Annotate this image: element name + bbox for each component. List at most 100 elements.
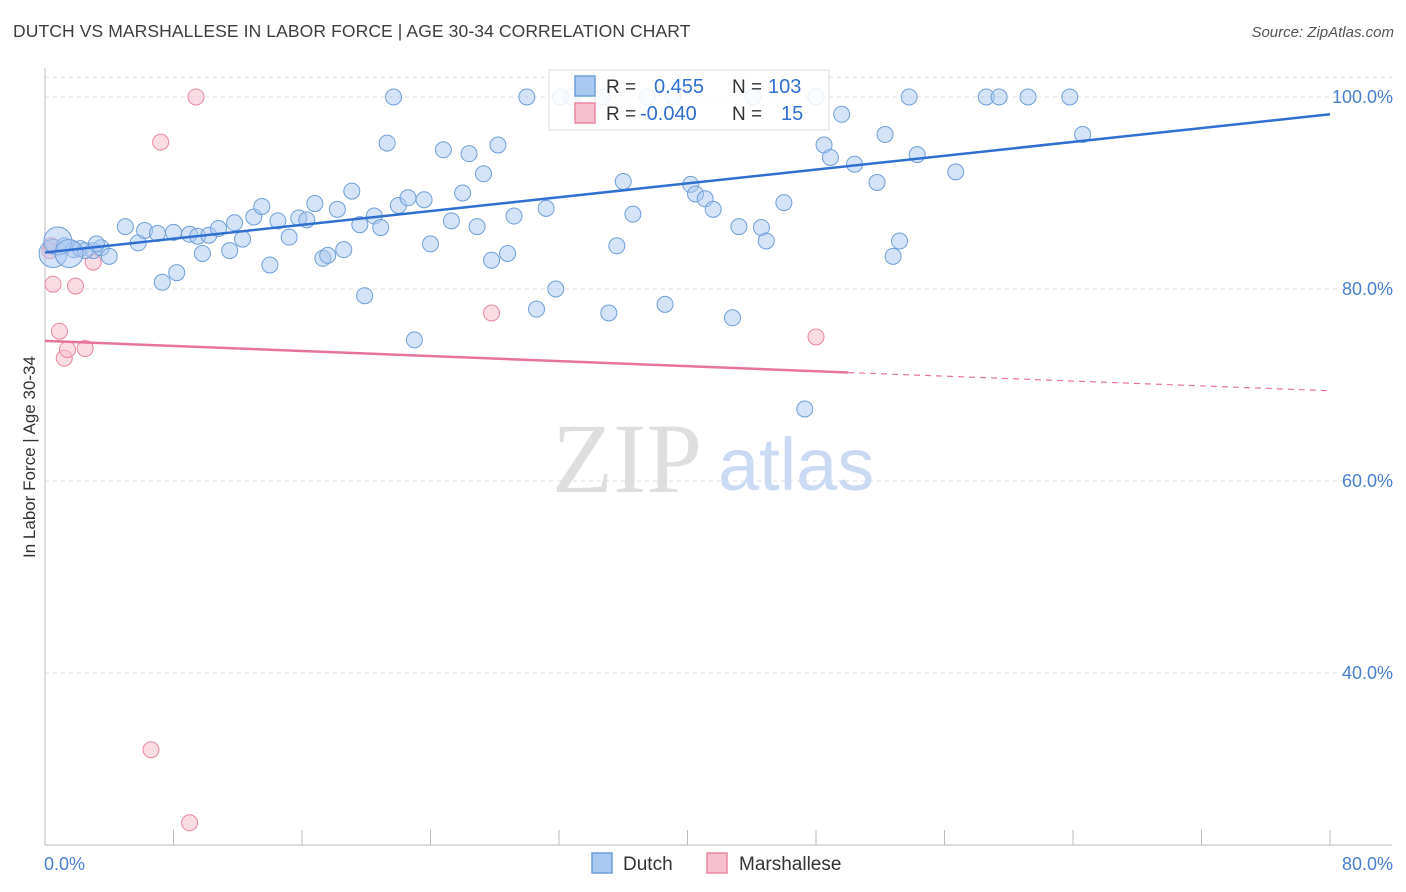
stats-marshallese-swatch: [574, 102, 596, 124]
dutch-point: [528, 300, 546, 318]
y-axis-title: In Labor Force | Age 30-34: [20, 356, 39, 558]
dutch-point: [537, 199, 555, 217]
dutch-point: [405, 331, 423, 349]
dutch-point: [54, 238, 84, 268]
chart-title: DUTCH VS MARSHALLESE IN LABOR FORCE | AG…: [13, 21, 691, 41]
dutch-point: [468, 218, 486, 236]
dutch-point: [378, 134, 396, 152]
trend-lines: [44, 113, 1331, 392]
dutch-point: [947, 163, 965, 181]
legend-dutch-swatch: [591, 852, 613, 874]
dutch-point: [891, 232, 909, 250]
dutch-point: [483, 251, 501, 269]
dutch-trend-line: [44, 113, 1331, 254]
legend-marshallese-label: Marshallese: [739, 854, 841, 875]
dutch-point: [460, 145, 478, 163]
dutch-point: [168, 264, 186, 282]
dutch-point: [1019, 88, 1037, 106]
dutch-point: [422, 235, 439, 253]
dutch-point: [193, 244, 211, 262]
dutch-point: [356, 287, 374, 305]
dutch-point: [990, 88, 1008, 106]
marshallese-point: [483, 304, 501, 322]
watermark-atlas: atlas: [718, 423, 874, 506]
dutch-point: [723, 309, 741, 327]
dutch-point: [454, 184, 472, 202]
dutch-point: [900, 88, 918, 106]
dutch-point: [87, 235, 105, 253]
marshallese-point: [181, 814, 199, 832]
dutch-point: [253, 197, 271, 215]
dutch-point: [221, 242, 239, 260]
dutch-point: [351, 216, 369, 234]
dutch-point: [153, 273, 171, 291]
marshallese-point: [152, 133, 170, 151]
dutch-point: [261, 256, 279, 274]
dutch-point: [234, 230, 252, 248]
x-tick-label: 80.0%: [1342, 854, 1393, 874]
dutch-point: [399, 189, 417, 207]
watermark: ZIP atlas: [552, 403, 874, 514]
dutch-point: [372, 219, 390, 237]
stats-dutch-swatch: [574, 75, 596, 97]
dutch-point: [499, 244, 517, 262]
dutch-point: [100, 247, 118, 265]
stats-box: R = 0.455 N = 103 R = -0.040 N = 15: [548, 69, 830, 131]
stats-marshallese-n-value: 15: [781, 103, 803, 125]
marshallese-point: [142, 741, 160, 759]
marshallese-point: [67, 277, 85, 295]
marshallese-trend-line: [44, 339, 849, 374]
legend-marshallese-swatch: [706, 852, 728, 874]
axes: [44, 68, 1392, 846]
dutch-point: [757, 232, 775, 250]
dutch-point: [730, 218, 748, 236]
dutch-point: [624, 205, 642, 223]
dutch-point: [269, 212, 287, 230]
dutch-point: [775, 194, 793, 212]
stats-marshallese-n-label: N =: [732, 104, 762, 125]
dutch-point: [434, 141, 452, 159]
stats-marshallese-r-label: R =: [606, 104, 636, 125]
dutch-point: [505, 207, 523, 225]
dutch-point: [319, 246, 337, 264]
legend: Dutch Marshallese: [591, 852, 841, 875]
y-tick-label: 100.0%: [1332, 87, 1393, 107]
stats-dutch-r-label: R =: [606, 77, 636, 98]
dutch-point: [116, 218, 134, 236]
dutch-point: [1061, 88, 1079, 106]
dutch-point: [833, 105, 851, 123]
dutch-point: [226, 214, 244, 232]
dutch-point: [1074, 125, 1092, 143]
marshallese-point: [76, 340, 94, 358]
dutch-point: [385, 88, 403, 106]
dutch-point: [796, 400, 814, 418]
marshallese-point: [807, 328, 825, 346]
dutch-point: [600, 304, 618, 322]
dutch-point: [704, 200, 722, 218]
stats-dutch-n-label: N =: [732, 77, 762, 98]
marshallese-point: [50, 322, 68, 340]
dutch-point: [335, 241, 353, 259]
dutch-point: [343, 182, 361, 200]
dutch-point: [518, 88, 536, 106]
x-tick-label: 0.0%: [44, 854, 85, 874]
chart-source: Source: ZipAtlas.com: [1251, 24, 1394, 41]
dutch-point: [876, 125, 894, 143]
dutch-point: [328, 200, 346, 218]
dutch-point: [884, 247, 902, 265]
dutch-point: [821, 148, 839, 166]
dutch-point: [280, 228, 298, 246]
stats-dutch-n-value: 103: [768, 76, 801, 98]
marshallese-trend-extension: [848, 371, 1331, 392]
dutch-point: [608, 237, 626, 255]
dutch-point: [868, 173, 886, 191]
grid-lines: [45, 76, 1392, 674]
marshallese-point: [44, 275, 62, 293]
stats-dutch-r-value: 0.455: [654, 76, 704, 98]
dutch-point: [547, 280, 565, 298]
marshallese-point: [58, 340, 76, 358]
dutch-point: [614, 172, 632, 190]
stats-marshallese-r-value: -0.040: [640, 103, 697, 125]
y-tick-label: 80.0%: [1342, 279, 1393, 299]
